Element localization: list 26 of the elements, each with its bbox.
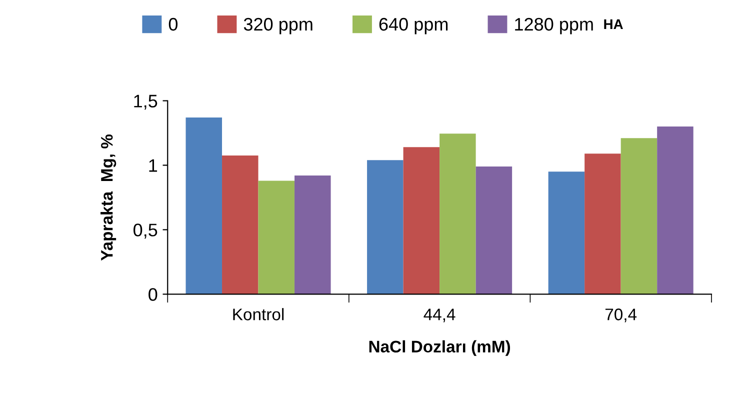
legend-label: 320 ppm xyxy=(244,18,312,34)
bar xyxy=(548,172,585,294)
bar xyxy=(258,180,295,294)
bar xyxy=(403,147,440,294)
y-axis-title: Yaprakta Mg, % xyxy=(100,134,116,261)
bar xyxy=(620,138,658,294)
bar xyxy=(367,160,404,294)
bar xyxy=(222,156,258,294)
legend-label: 640 ppm xyxy=(379,18,448,34)
y-tick-label: 0 xyxy=(148,288,158,301)
x-tick-label: 44,4 xyxy=(424,308,456,322)
x-tick-label: Kontrol xyxy=(233,308,284,320)
y-tick-label: 1 xyxy=(149,159,158,172)
bar xyxy=(584,154,621,294)
x-tick-label: 70,4 xyxy=(605,308,637,322)
text: HA xyxy=(604,19,623,29)
bar xyxy=(657,126,694,294)
legend-label: 1280 ppm xyxy=(515,18,593,34)
y-tick-label: 0,5 xyxy=(134,224,158,239)
x-axis-title: NaCl Dozları (mM) xyxy=(369,340,510,356)
legend-label: 0 xyxy=(168,18,178,31)
bar xyxy=(294,176,331,294)
bar xyxy=(476,166,512,294)
y-tick-label: 1,5 xyxy=(134,94,158,110)
bar xyxy=(440,134,476,294)
bar xyxy=(186,118,222,294)
